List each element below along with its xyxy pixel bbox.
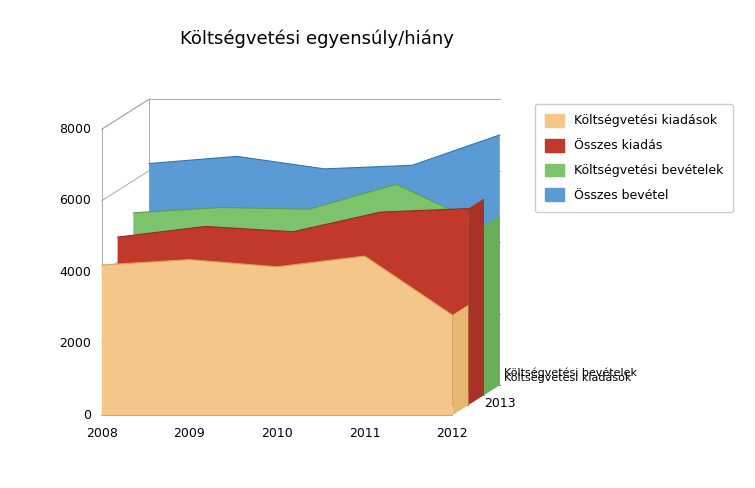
Text: 6000: 6000 [60,194,91,207]
Text: 2012: 2012 [436,427,468,440]
Polygon shape [452,305,468,415]
Text: 2000: 2000 [60,337,91,350]
Text: 2011: 2011 [349,427,381,440]
Text: 2010: 2010 [261,427,293,440]
Polygon shape [118,208,468,405]
Legend: Költségvetési kiadások, Összes kiadás, Költségvetési bevételek, Összes bevétel: Költségvetési kiadások, Összes kiadás, K… [535,104,733,212]
Text: 2008: 2008 [86,427,118,440]
Polygon shape [468,199,484,405]
Text: Költségvetési bevételek: Költségvetési bevételek [504,367,637,378]
Text: Költségvetési egyensúly/hiány: Költségvetési egyensúly/hiány [180,29,454,48]
Polygon shape [484,215,500,395]
Text: 2009: 2009 [174,427,205,440]
Text: 2013: 2013 [484,397,516,409]
Polygon shape [134,184,484,395]
Text: 0: 0 [83,408,91,422]
Polygon shape [102,256,452,415]
Polygon shape [149,135,500,385]
Text: Költségvetési kiadások: Költségvetési kiadások [504,373,631,384]
Text: 4000: 4000 [60,265,91,279]
Text: 8000: 8000 [60,122,91,136]
